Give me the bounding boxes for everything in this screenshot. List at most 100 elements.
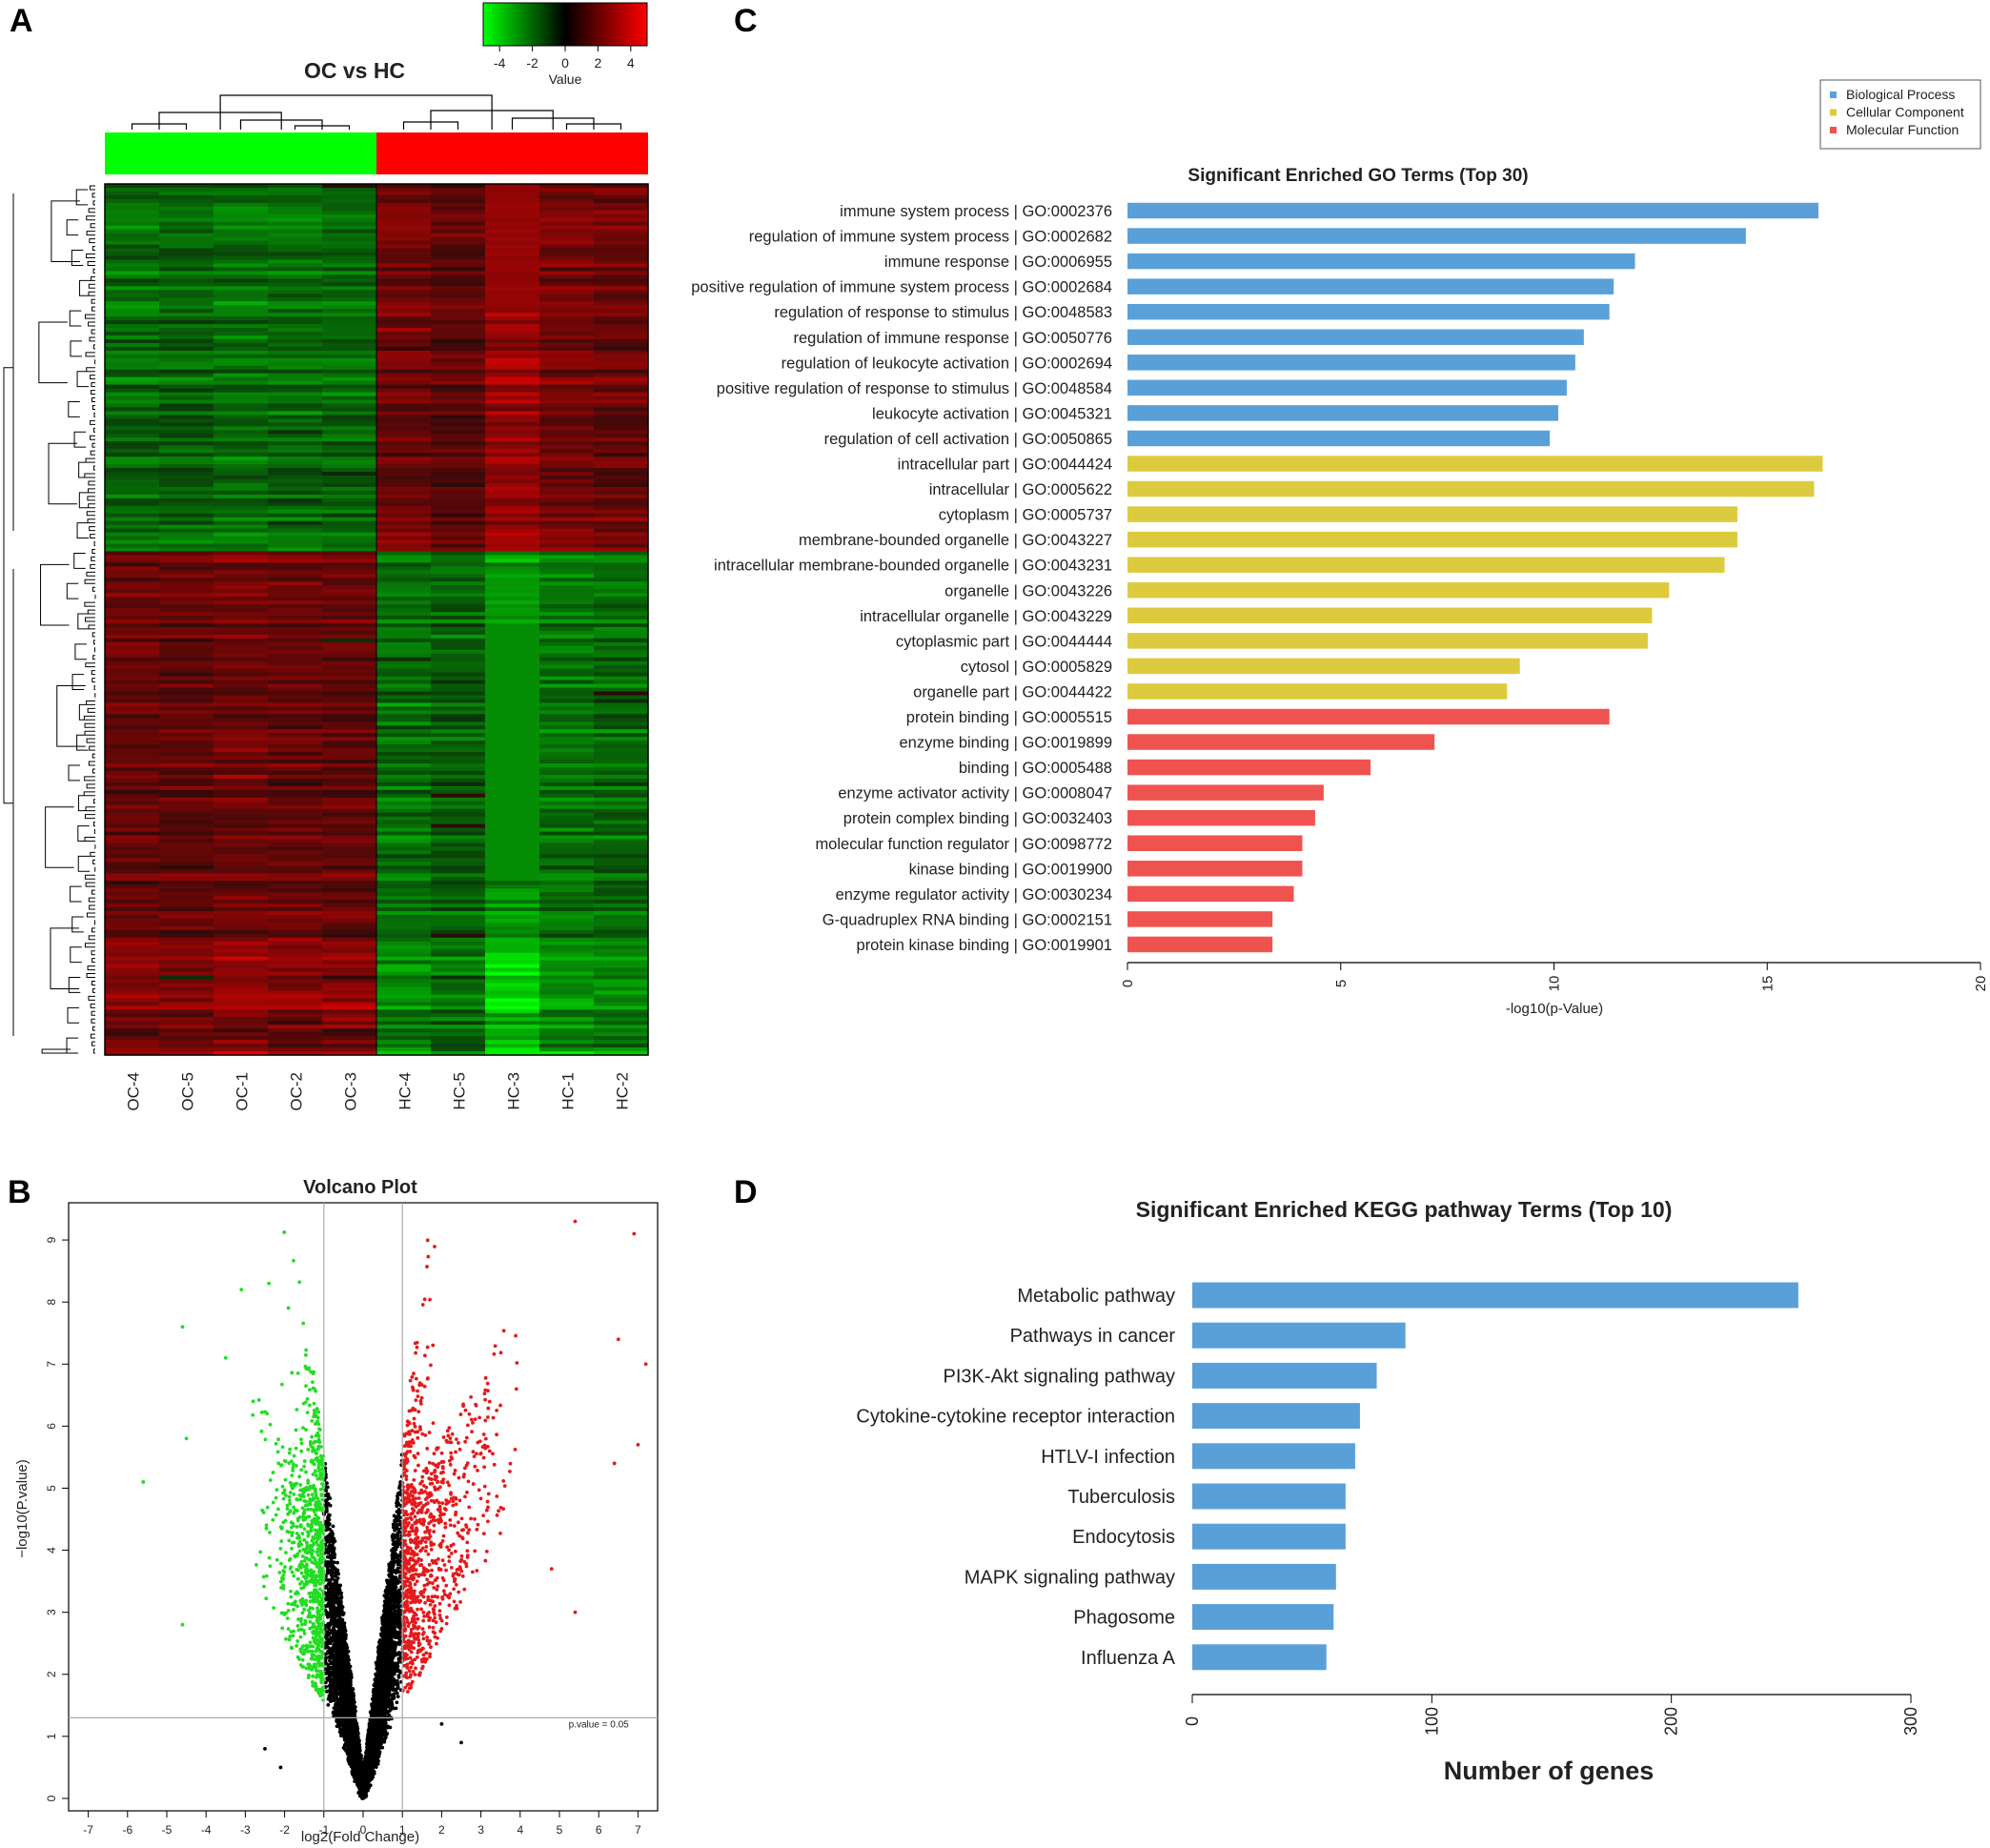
heatmap-cell [213,376,269,382]
heatmap-cell [105,952,160,958]
heatmap-cell [105,706,160,711]
heatmap-cell [539,213,595,219]
heatmap-cell [159,399,214,405]
heatmap-cell [268,862,323,866]
heatmap-cell [539,877,595,882]
heatmap-cell [159,869,214,874]
heatmap-cell [322,843,377,848]
heatmap-cell [539,839,595,844]
heatmap-cell [322,676,377,681]
heatmap-cell [268,619,323,624]
heatmap-cell [105,702,160,707]
heatmap-cell [594,653,649,659]
heatmap-cell [322,925,377,931]
go-title: Significant Enriched GO Terms (Top 30) [1188,166,1528,186]
heatmap-cell [485,983,540,988]
heatmap-cell [159,808,214,814]
heatmap-cell [539,240,595,246]
heatmap-cell [322,664,377,670]
color-key-tick-label: 4 [627,55,635,71]
heatmap-cell [213,744,269,749]
heatmap-cell [431,910,486,916]
heatmap-cell [431,202,486,208]
heatmap-cell [268,774,323,780]
heatmap-cell [485,236,540,242]
heatmap-cell [539,831,595,837]
heatmap-cell [268,733,323,738]
heatmap-cell [268,1013,323,1018]
heatmap-cell [539,418,595,423]
heatmap-cell [159,354,214,359]
heatmap-cell [268,570,323,575]
heatmap-cell [431,346,486,352]
heatmap-cell [268,252,323,257]
heatmap-cell [485,1017,540,1022]
heatmap-cell [213,437,269,442]
heatmap-cell [105,418,160,423]
heatmap-cell [594,562,649,567]
heatmap-cell [159,464,214,469]
heatmap-cell [539,453,595,457]
heatmap-cell [105,369,160,375]
heatmap-cell [539,198,595,204]
heatmap-cell [213,206,269,212]
heatmap-cell [159,468,214,473]
heatmap-cell [213,513,269,518]
heatmap-cell [213,797,269,802]
heatmap-cell [376,683,432,689]
go-bar [1127,582,1670,599]
heatmap-cell [105,313,160,317]
heatmap-cell [105,365,160,371]
heatmap-column-label: OC-5 [179,1072,197,1111]
heatmap-cell [594,964,649,969]
heatmap-cell [594,687,649,693]
heatmap-cell [485,683,540,689]
heatmap-cell [431,597,486,601]
heatmap-cell [268,888,323,893]
heatmap-cell [322,517,377,522]
heatmap-cell [159,1051,214,1056]
heatmap-cell [322,498,377,503]
heatmap-cell [376,494,432,499]
heatmap-cell [431,313,486,317]
heatmap-cell [268,472,323,477]
heatmap-cell [485,979,540,985]
heatmap-cell [322,464,377,469]
heatmap-cell [485,971,540,977]
heatmap-cell [268,998,323,1003]
heatmap-cell [213,324,269,329]
heatmap-cell [213,335,269,340]
heatmap-cell [376,812,432,818]
heatmap-cell [431,808,486,814]
heatmap-cell [322,286,377,291]
volcano-x-tick-label: 7 [635,1823,641,1837]
heatmap-cell [539,881,595,885]
heatmap-cell [594,660,649,666]
heatmap-cell [594,831,649,837]
heatmap-cell [485,449,540,454]
heatmap-cell [539,941,595,946]
heatmap-cell [322,187,377,193]
heatmap-cell [539,259,595,265]
heatmap-cell [431,668,486,674]
heatmap-cell [268,778,323,783]
heatmap-cell [485,263,540,269]
heatmap-cell [431,411,486,416]
heatmap-cell [268,338,323,344]
heatmap-cell [539,449,595,454]
heatmap-cell [322,801,377,806]
heatmap-cell [431,331,486,336]
heatmap-cell [159,346,214,352]
heatmap-cell [376,619,432,624]
heatmap-cell [322,653,377,659]
heatmap-cell [485,555,540,560]
heatmap-cell [539,202,595,208]
heatmap-cell [539,328,595,333]
heatmap-cell [213,369,269,375]
heatmap-cell [159,229,214,234]
heatmap-cell [322,831,377,837]
heatmap-cell [268,804,323,810]
heatmap-cell [594,748,649,753]
heatmap-cell [322,320,377,325]
heatmap-cell [268,744,323,749]
